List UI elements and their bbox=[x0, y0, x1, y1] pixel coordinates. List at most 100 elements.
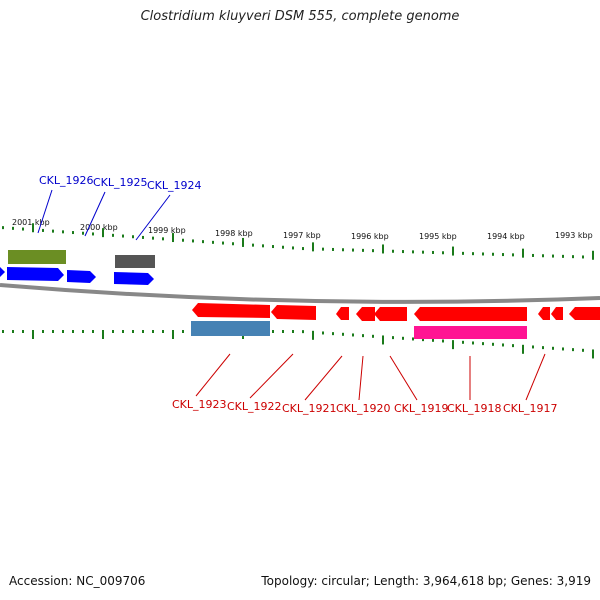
ruler-tick bbox=[562, 347, 564, 351]
gene-label-ckl-1917[interactable]: CKL_1917 bbox=[503, 402, 558, 415]
ruler-tick bbox=[102, 228, 104, 238]
gene-arrow-ckl-1923[interactable] bbox=[192, 303, 270, 318]
gene-label-ckl-1921[interactable]: CKL_1921 bbox=[282, 402, 337, 415]
gene-arrow-ckl-1924[interactable] bbox=[114, 272, 154, 285]
ruler-tick bbox=[152, 236, 154, 240]
gene-arrow[interactable] bbox=[569, 307, 600, 320]
ruler-tick bbox=[482, 342, 484, 346]
ruler-tick bbox=[342, 248, 344, 252]
ruler-tick bbox=[152, 330, 154, 333]
ruler-tick bbox=[32, 223, 34, 233]
ruler-tick bbox=[162, 237, 164, 241]
gene-arrow-ckl-1920[interactable] bbox=[356, 307, 375, 321]
ruler-tick bbox=[462, 340, 464, 344]
ruler-tick bbox=[162, 330, 164, 333]
gene-label-ckl-1926[interactable]: CKL_1926 bbox=[39, 174, 94, 187]
ruler-tick bbox=[142, 235, 144, 239]
ruler-tick bbox=[502, 253, 504, 257]
ruler-tick bbox=[362, 334, 364, 338]
ruler-tick bbox=[282, 330, 284, 333]
ruler-tick bbox=[432, 250, 434, 254]
gene-arrow-ckl-1917a[interactable] bbox=[538, 307, 550, 320]
gene-arrow-ckl-1917b[interactable] bbox=[551, 307, 563, 320]
olive-feature[interactable] bbox=[8, 250, 66, 264]
ruler-tick bbox=[12, 330, 14, 333]
gene-arrow-ckl-1922[interactable] bbox=[271, 305, 316, 320]
plus-strand-features bbox=[0, 250, 155, 285]
ruler-tick bbox=[422, 250, 424, 254]
leader-line bbox=[195, 353, 231, 397]
ruler-tick bbox=[122, 234, 124, 238]
magenta-feature[interactable] bbox=[414, 326, 527, 339]
ruler-tick bbox=[222, 241, 224, 245]
ruler-ticks-top bbox=[2, 223, 594, 260]
ruler-tick bbox=[442, 339, 444, 343]
ruler-tick bbox=[132, 330, 134, 333]
ruler-tick bbox=[272, 330, 274, 333]
ruler-tick bbox=[542, 346, 544, 350]
ruler-tick bbox=[112, 330, 114, 333]
gene-arrow[interactable] bbox=[0, 267, 5, 277]
ruler-labels: 2001 kbp 2000 kbp 1999 kbp 1998 kbp 1997… bbox=[12, 218, 593, 241]
ruler-tick bbox=[562, 254, 564, 258]
gene-arrow-ckl-1919[interactable] bbox=[374, 307, 407, 321]
bottom-leaders bbox=[195, 353, 546, 401]
ruler-tick bbox=[182, 238, 184, 242]
ruler-tick bbox=[172, 233, 174, 243]
ruler-tick bbox=[402, 336, 404, 340]
ruler-tick bbox=[122, 330, 124, 333]
ruler-tick bbox=[232, 242, 234, 246]
gene-label-ckl-1924[interactable]: CKL_1924 bbox=[147, 179, 202, 192]
gene-label-ckl-1922[interactable]: CKL_1922 bbox=[227, 400, 282, 413]
steelblue-feature[interactable] bbox=[191, 321, 270, 336]
ruler-tick bbox=[502, 343, 504, 347]
ruler-tick bbox=[382, 335, 384, 345]
genome-stats-text: Topology: circular; Length: 3,964,618 bp… bbox=[261, 574, 591, 588]
ruler-label: 1999 kbp bbox=[148, 226, 186, 235]
gene-label-ckl-1919[interactable]: CKL_1919 bbox=[394, 402, 449, 415]
ruler-label: 1995 kbp bbox=[419, 232, 457, 241]
ruler-tick bbox=[552, 346, 554, 350]
gene-label-ckl-1918[interactable]: CKL_1918 bbox=[447, 402, 502, 415]
ruler-tick bbox=[432, 338, 434, 342]
leader-line bbox=[135, 194, 171, 241]
ruler-tick bbox=[492, 252, 494, 256]
ruler-tick bbox=[322, 331, 324, 335]
ruler-tick bbox=[482, 252, 484, 256]
ruler-label: 1994 kbp bbox=[487, 232, 525, 241]
gray-feature[interactable] bbox=[115, 255, 155, 268]
gene-label-ckl-1920[interactable]: CKL_1920 bbox=[336, 402, 391, 415]
gene-label-ckl-1923[interactable]: CKL_1923 bbox=[172, 398, 227, 411]
ruler-tick bbox=[262, 244, 264, 248]
ruler-tick bbox=[212, 240, 214, 244]
ruler-label: 1997 kbp bbox=[283, 231, 321, 240]
ruler-tick bbox=[462, 251, 464, 255]
ruler-tick bbox=[372, 334, 374, 338]
leader-line bbox=[249, 353, 294, 399]
ruler-tick bbox=[42, 228, 44, 232]
ruler-tick bbox=[542, 254, 544, 258]
gene-arrow-ckl-1926[interactable] bbox=[7, 267, 64, 281]
ruler-tick bbox=[442, 251, 444, 255]
ruler-tick bbox=[112, 233, 114, 237]
ruler-tick bbox=[352, 333, 354, 337]
ruler-tick bbox=[272, 245, 274, 249]
leader-line bbox=[37, 189, 53, 234]
ruler-tick bbox=[472, 252, 474, 256]
ruler-tick bbox=[202, 240, 204, 244]
ruler-tick bbox=[132, 235, 134, 239]
gene-arrow-ckl-1925[interactable] bbox=[67, 270, 96, 283]
ruler-label: 1993 kbp bbox=[555, 231, 593, 240]
gene-arrow-ckl-1921[interactable] bbox=[336, 307, 349, 320]
ruler-tick bbox=[22, 227, 24, 231]
ruler-tick bbox=[72, 231, 74, 235]
ruler-tick bbox=[62, 230, 64, 234]
ruler-tick bbox=[312, 330, 314, 340]
gene-label-ckl-1925[interactable]: CKL_1925 bbox=[93, 176, 148, 189]
ruler-tick bbox=[2, 330, 4, 333]
ruler-tick bbox=[552, 254, 554, 258]
ruler-tick bbox=[512, 253, 514, 257]
gene-arrow-ckl-1918[interactable] bbox=[414, 307, 527, 321]
leader-line bbox=[525, 353, 546, 401]
